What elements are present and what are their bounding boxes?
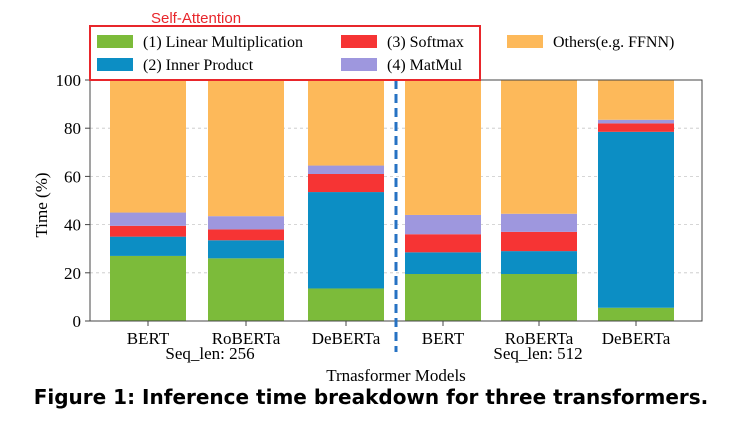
bar-segment-1-5 [501,274,577,321]
bar-segment-3-1 [110,225,186,237]
x-tick-label: RoBERTa [505,329,574,348]
bar-segment-1-1 [110,255,186,321]
legend-swatch [341,58,377,71]
x-tick-label: DeBERTa [312,329,381,348]
y-tick-label: 80 [64,119,81,138]
bar-segment-1-6 [598,307,674,321]
legend-swatch [97,35,133,48]
self-attention-label: Self-Attention [151,10,241,27]
legend-label: Others(e.g. FFNN) [553,34,674,51]
bar-segment-1-3 [308,288,384,321]
bar-segment-5-3 [308,80,384,166]
bar-segment-4-2 [208,216,284,230]
bar-segment-4-6 [598,119,674,124]
chart: 0 20 40 60 80 100 BERT RoBERTa DeBERTa BERT RoBER… [32,10,703,385]
y-axis-label: Time (%) [32,172,51,237]
self-attention-box [89,25,481,81]
legend-label: (2) Inner Product [143,57,254,74]
y-tick-label: 20 [64,264,81,283]
bar-segment-2-5 [501,251,577,275]
x-ticks: BERT RoBERTa DeBERTa BERT RoBERTa DeBERTa [127,321,671,348]
bar-segment-3-3 [308,173,384,193]
y-ticks: 0 20 40 60 80 100 [56,71,90,331]
group-label: Seq_len: 256 [165,344,254,363]
bar-segment-5-6 [598,80,674,120]
legend-label: (4) MatMul [387,57,463,74]
y-tick-label: 100 [56,71,82,90]
legend: Self-Attention (1) Linear Multiplication… [89,10,674,81]
bar-segment-3-5 [501,231,577,252]
bar-segment-5-5 [501,80,577,214]
y-tick-label: 40 [64,216,81,235]
bar-segment-4-1 [110,212,186,226]
bar-segment-1-2 [208,258,284,321]
x-tick-label: BERT [127,329,170,348]
bars-layer [110,80,674,321]
group-label: Seq_len: 512 [493,344,582,363]
y-tick-label: 60 [64,167,81,186]
legend-swatch [341,35,377,48]
legend-swatch [507,35,543,48]
bar-segment-2-2 [208,240,284,259]
bar-segment-5-1 [110,80,186,213]
legend-label: (3) Softmax [387,34,464,51]
y-tick-label: 0 [73,312,82,331]
bar-segment-1-4 [405,274,481,321]
bar-segment-4-3 [308,165,384,174]
figure-caption: Figure 1: Inference time breakdown for t… [33,385,709,409]
bar-segment-5-4 [405,80,481,215]
legend-swatch [97,58,133,71]
bar-segment-3-6 [598,123,674,132]
bar-segment-2-4 [405,252,481,275]
legend-label: (1) Linear Multiplication [143,34,303,51]
x-tick-label: RoBERTa [212,329,281,348]
bar-segment-5-2 [208,80,284,217]
x-tick-label: DeBERTa [602,329,671,348]
bar-segment-3-4 [405,234,481,253]
bar-segment-2-3 [308,192,384,289]
bar-segment-3-2 [208,229,284,241]
bar-segment-4-5 [501,213,577,232]
x-tick-label: BERT [422,329,465,348]
bar-segment-2-6 [598,131,674,308]
bar-segment-2-1 [110,236,186,256]
bar-segment-4-4 [405,214,481,235]
x-axis-label: Trnasformer Models [326,366,466,385]
